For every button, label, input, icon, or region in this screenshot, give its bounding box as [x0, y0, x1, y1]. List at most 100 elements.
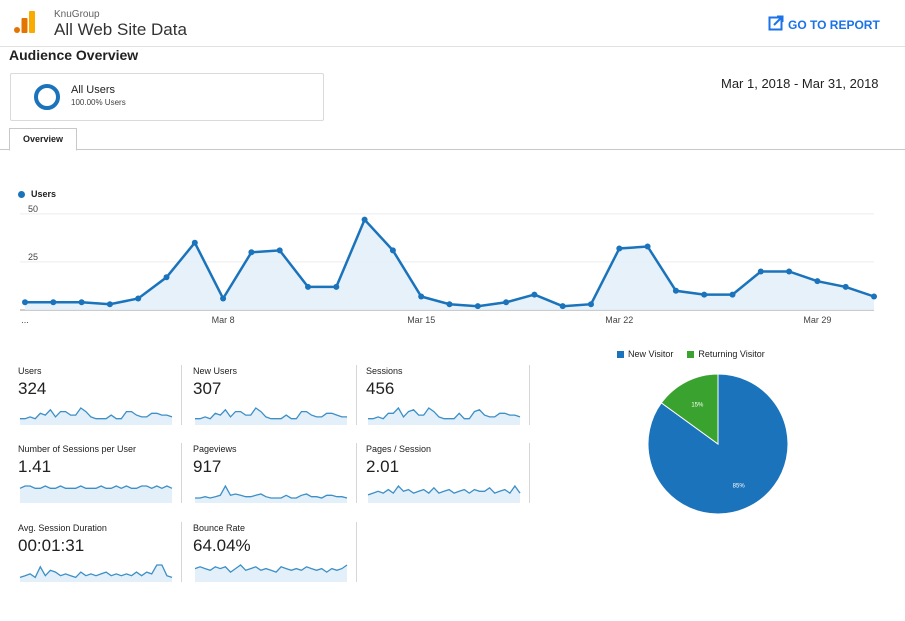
metric-card[interactable]: Avg. Session Duration 00:01:31	[18, 523, 180, 585]
data-point[interactable]	[672, 287, 679, 294]
visitor-pie-chart: 85% 15%	[647, 373, 789, 515]
legend-item-returning-visitor: Returning Visitor	[687, 349, 765, 359]
divider	[529, 443, 530, 503]
data-point[interactable]	[191, 239, 198, 246]
data-point[interactable]	[757, 268, 764, 275]
divider	[356, 365, 357, 425]
go-to-report-link[interactable]: GO TO REPORT	[768, 15, 880, 34]
metric-label: Bounce Rate	[193, 523, 246, 533]
x-tick-label: Mar 8	[212, 315, 235, 325]
metric-value: 64.04%	[193, 536, 251, 555]
sparkline-fill	[20, 565, 172, 582]
divider	[181, 522, 182, 582]
segment-card[interactable]: All Users 100.00% Users	[10, 73, 324, 121]
data-point[interactable]	[474, 303, 481, 310]
data-point[interactable]	[531, 291, 538, 298]
data-point[interactable]	[333, 283, 340, 290]
divider	[529, 365, 530, 425]
data-point[interactable]	[644, 243, 651, 250]
data-point[interactable]	[786, 268, 793, 275]
segment-percent: 100.00% Users	[71, 98, 126, 107]
data-point[interactable]	[701, 291, 708, 298]
data-point[interactable]	[729, 291, 736, 298]
data-point[interactable]	[446, 301, 453, 308]
metric-sparkline	[195, 484, 348, 503]
metric-sparkline	[368, 406, 521, 425]
sparkline-fill	[20, 486, 172, 503]
data-point[interactable]	[418, 293, 425, 300]
sparkline-line	[194, 564, 348, 573]
data-point[interactable]	[814, 278, 821, 285]
legend-dot-icon	[18, 190, 25, 198]
analytics-logo-icon	[14, 11, 36, 38]
account-name: KnuGroup	[54, 9, 100, 20]
data-point[interactable]	[276, 247, 283, 254]
metric-card[interactable]: Sessions 456	[366, 366, 528, 428]
metric-sparkline	[20, 407, 173, 425]
tab-overview[interactable]: Overview	[9, 128, 77, 151]
metric-label: Sessions	[366, 366, 403, 376]
data-point[interactable]	[78, 299, 85, 306]
top-header: KnuGroup All Web Site Data GO TO REPORT	[0, 0, 905, 47]
data-point[interactable]	[503, 299, 510, 306]
data-point[interactable]	[871, 293, 877, 300]
divider	[356, 522, 357, 582]
data-point[interactable]	[616, 245, 623, 252]
legend-item-new-visitor: New Visitor	[617, 349, 673, 359]
sparkline-fill	[195, 486, 347, 503]
data-point[interactable]	[305, 283, 311, 290]
sparkline-line	[195, 484, 348, 499]
metric-label: New Users	[193, 366, 238, 376]
sparkline-fill	[20, 408, 172, 425]
pie-chart-legend: New Visitor Returning Visitor	[617, 349, 765, 359]
legend-label-users: Users	[31, 189, 57, 199]
metric-value: 917	[193, 457, 222, 476]
data-point[interactable]	[559, 303, 566, 310]
sparkline-line	[367, 484, 521, 496]
metric-card[interactable]: Pageviews 917	[193, 444, 355, 506]
tab-divider	[0, 149, 905, 150]
metric-card[interactable]: Number of Sessions per User 1.41	[18, 444, 180, 506]
metric-card[interactable]: New Users 307	[193, 366, 355, 428]
data-point[interactable]	[588, 301, 594, 308]
sparkline-fill	[368, 408, 520, 425]
legend-swatch-icon	[617, 351, 624, 358]
metric-label: Users	[18, 366, 42, 376]
metric-card[interactable]: Pages / Session 2.01	[366, 444, 528, 506]
segment-name: All Users	[71, 84, 116, 96]
metric-label: Pageviews	[193, 444, 237, 454]
data-point[interactable]	[361, 216, 368, 223]
metric-value: 2.01	[366, 457, 400, 476]
metric-label: Pages / Session	[366, 444, 432, 454]
page-title: Audience Overview	[9, 47, 139, 63]
data-point[interactable]	[50, 299, 57, 306]
data-point[interactable]	[842, 283, 849, 290]
date-range-picker[interactable]: Mar 1, 2018 - Mar 31, 2018	[721, 76, 879, 91]
sparkline-fill	[195, 565, 347, 582]
data-point[interactable]	[135, 295, 142, 302]
metric-sparkline	[195, 407, 347, 425]
metric-value: 324	[18, 379, 47, 398]
sparkline-line	[19, 564, 173, 579]
pie-slice[interactable]	[660, 373, 719, 445]
metric-card[interactable]: Users 324	[18, 366, 180, 428]
data-point[interactable]	[248, 249, 255, 256]
sparkline-fill	[195, 408, 347, 425]
pie-slice-label: 85%	[733, 484, 746, 490]
legend-label: Returning Visitor	[698, 349, 765, 359]
data-point[interactable]	[220, 295, 227, 302]
data-point[interactable]	[22, 299, 28, 306]
data-point[interactable]	[163, 274, 170, 281]
property-view-name[interactable]: All Web Site Data	[54, 20, 187, 39]
sparkline-fill	[368, 486, 520, 503]
metric-value: 00:01:31	[18, 536, 85, 555]
x-tick-label: Mar 29	[803, 315, 831, 325]
metric-sparkline	[19, 564, 173, 582]
metric-sparkline	[194, 564, 348, 582]
metric-card[interactable]: Bounce Rate 64.04%	[193, 523, 355, 585]
data-point[interactable]	[106, 301, 113, 308]
data-point[interactable]	[389, 247, 396, 254]
open-external-icon	[768, 15, 784, 34]
metric-value: 456	[366, 379, 395, 398]
go-to-report-label: GO TO REPORT	[788, 17, 880, 32]
